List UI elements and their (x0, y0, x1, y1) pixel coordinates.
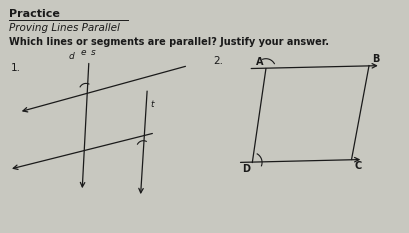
Text: d: d (68, 52, 74, 61)
Text: B: B (371, 54, 378, 64)
Text: Proving Lines Parallel: Proving Lines Parallel (9, 23, 120, 33)
Text: t: t (150, 100, 153, 109)
Text: Practice: Practice (9, 9, 60, 19)
Text: e: e (80, 48, 86, 57)
Text: D: D (242, 164, 250, 175)
Text: A: A (255, 57, 263, 67)
Text: s: s (91, 48, 95, 57)
Text: C: C (354, 161, 361, 171)
Text: Which lines or segments are parallel? Justify your answer.: Which lines or segments are parallel? Ju… (9, 37, 328, 47)
Text: 1.: 1. (11, 63, 21, 73)
Text: 2.: 2. (213, 56, 223, 66)
